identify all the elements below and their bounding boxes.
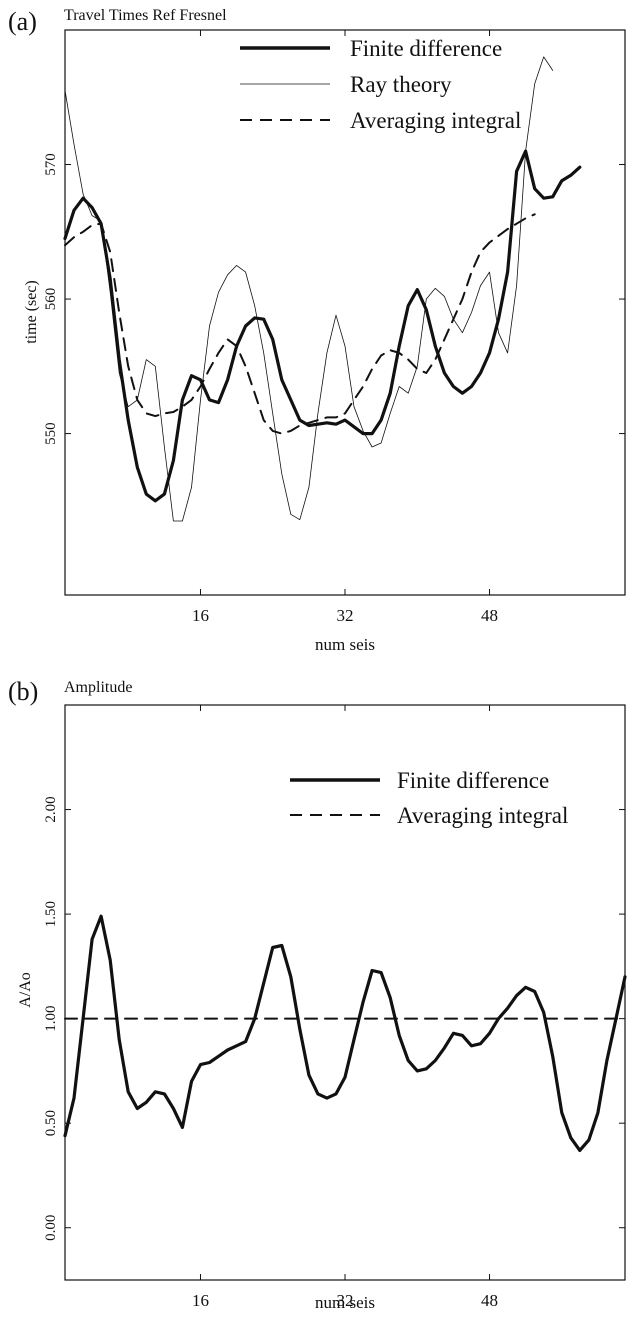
panel-a-averaging-integral-line (64, 213, 536, 435)
panel-b-label: (b) (8, 677, 38, 706)
panel-a-title: Travel Times Ref Fresnel (64, 7, 227, 24)
panel-a-x-axis-label: num seis (315, 635, 375, 654)
panel-a-x-tick-label: 16 (192, 606, 209, 625)
legend-averaging-integral-label: Averaging integral (350, 108, 521, 133)
panel-a-ticks: 16 32 48 550 560 570 (43, 30, 625, 625)
panel-a-y-tick-label: 570 (43, 153, 59, 176)
panel-b-ticks: 16 32 48 0.00 0.50 1.00 1.50 2.00 (43, 705, 625, 1310)
panel-b-x-tick-label: 16 (192, 1291, 209, 1310)
panel-b-x-tick-label: 32 (337, 1291, 354, 1310)
panel-a-x-tick-label: 48 (481, 606, 498, 625)
panel-a-x-tick-label: 32 (337, 606, 354, 625)
legend-b-finite-difference-label: Finite difference (397, 768, 549, 793)
panel-a-y-tick-label: 560 (43, 288, 59, 311)
panel-b-y-tick-label: 1.00 (43, 1006, 59, 1032)
panel-b-y-tick-label: 1.50 (43, 901, 59, 927)
panel-b-y-axis-label: A/Ao (17, 972, 34, 1008)
legend-finite-difference-label: Finite difference (350, 36, 502, 61)
panel-a-series (63, 56, 582, 522)
panel-b-x-axis-label: num seis (315, 1293, 375, 1312)
panel-a-y-axis-label: time (sec) (23, 280, 40, 344)
panel-b-amplitude: (b) Amplitude A/Ao num seis 16 32 48 0.00 0.… (8, 677, 627, 1312)
legend-ray-theory-label: Ray theory (350, 72, 452, 97)
panel-b-legend: Finite difference Averaging integral (290, 768, 568, 828)
panel-a-travel-times: (a) Travel Times Ref Fresnel time (sec) … (8, 7, 626, 654)
panel-a-y-tick-label: 550 (43, 422, 59, 445)
panel-b-series (63, 914, 627, 1152)
panel-b-x-tick-label: 48 (481, 1291, 498, 1310)
legend-b-averaging-integral-label: Averaging integral (397, 803, 568, 828)
panel-a-plot-frame (64, 29, 626, 596)
panel-a-label: (a) (8, 7, 37, 36)
panel-b-finite-difference-line (63, 914, 627, 1152)
panel-a-finite-difference-line (63, 149, 582, 503)
panel-b-y-tick-label: 0.00 (43, 1215, 59, 1241)
panel-b-y-tick-label: 0.50 (43, 1110, 59, 1136)
panel-b-title: Amplitude (64, 679, 132, 696)
panel-a-legend: Finite difference Ray theory Averaging i… (240, 36, 521, 133)
panel-b-y-tick-label: 2.00 (43, 796, 59, 822)
panel-a-ray-theory-line (64, 56, 554, 522)
